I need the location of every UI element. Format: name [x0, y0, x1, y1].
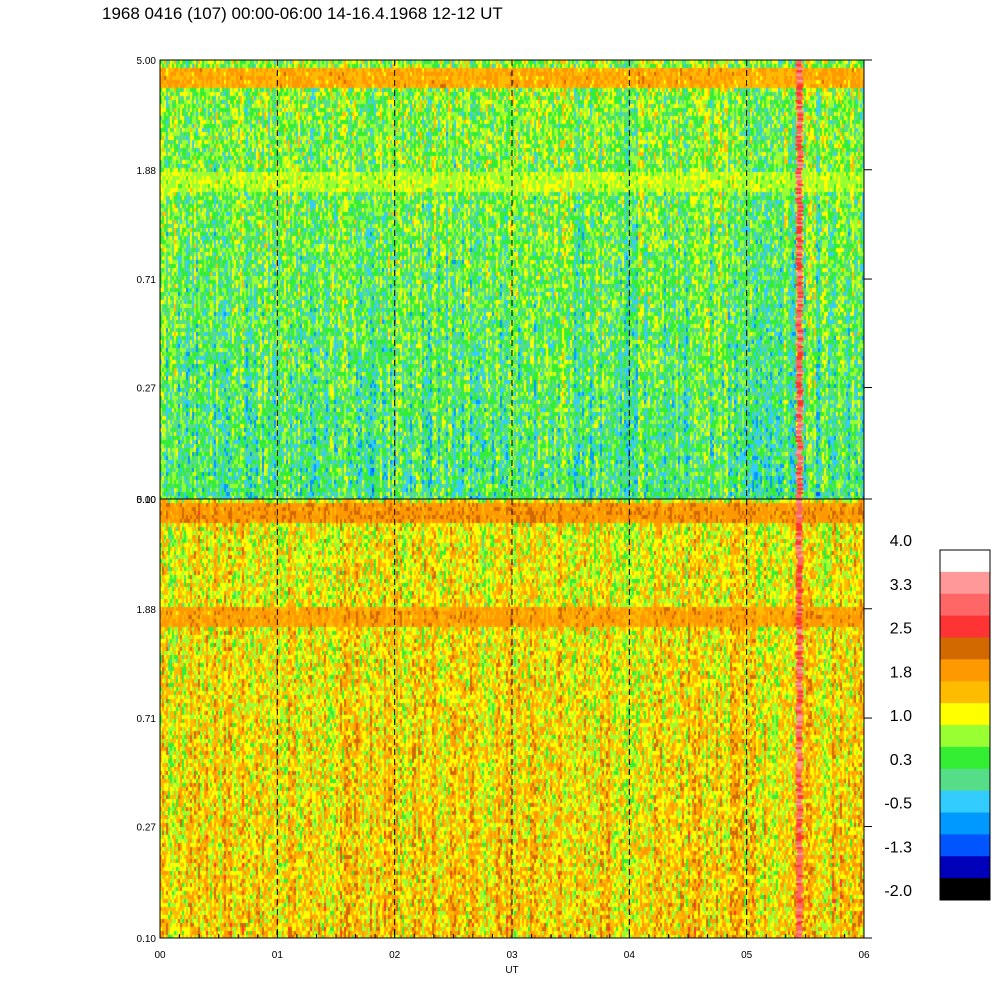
y-tick-label: 0.27: [137, 823, 157, 834]
colorbar-label: 3.3: [890, 577, 912, 594]
colorbar-swatch: [940, 812, 990, 835]
colorbar-swatch: [940, 878, 990, 901]
colorbar-swatch: [940, 593, 990, 617]
y-tick-label: 0.27: [137, 384, 157, 395]
colorbar-label: 1.8: [890, 664, 912, 681]
y-tick-label: 0.71: [137, 275, 157, 286]
colorbar-swatch: [940, 768, 990, 792]
y-tick-label: 1.88: [137, 605, 157, 616]
colorbar-label: 2.5: [890, 621, 912, 638]
x-tick-label: 01: [272, 950, 284, 961]
colorbar-swatch: [940, 637, 990, 660]
colorbar-swatch: [940, 856, 990, 879]
colorbar-swatch: [940, 615, 990, 638]
x-tick-label: 06: [858, 950, 870, 961]
x-tick-label: 05: [741, 950, 753, 961]
y-tick-label: 1.88: [137, 166, 157, 177]
y-tick-label: 0.10: [137, 934, 157, 945]
colorbar-label: 4.0: [890, 533, 912, 550]
x-axis-label: UT: [505, 965, 518, 976]
spectrogram-panel-1: 5.00 1.88 0.71 0.27 0.10: [137, 56, 872, 506]
colorbar-label: 1.0: [890, 708, 912, 725]
colorbar-label: -2.0: [884, 883, 912, 900]
colorbar-label: -0.5: [884, 796, 912, 813]
x-tick-label: 02: [389, 950, 401, 961]
y-tick-label: 5.00: [137, 495, 157, 506]
colorbar: 4.0 3.3 2.5 1.8 1.0 0.3 -0.5 -1.3 -2.0: [884, 533, 991, 901]
x-tick-label: 04: [624, 950, 636, 961]
colorbar-swatch: [940, 746, 990, 770]
colorbar-swatch: [940, 834, 990, 857]
colorbar-swatch: [940, 703, 990, 726]
y-tick-label: 0.71: [137, 714, 157, 725]
x-tick-label: 00: [154, 950, 166, 961]
page-title: 1968 0416 (107) 00:00-06:00 14-16.4.1968…: [102, 4, 503, 23]
colorbar-label: -1.3: [884, 839, 912, 856]
colorbar-swatch: [940, 550, 990, 573]
colorbar-swatch: [940, 681, 990, 704]
colorbar-swatch: [940, 725, 990, 748]
colorbar-swatch: [940, 790, 990, 813]
colorbar-frame: [939, 549, 991, 901]
colorbar-swatch: [940, 571, 990, 595]
colorbar-label: 0.3: [890, 752, 912, 769]
y-tick-label: 0.10: [137, 495, 157, 506]
y-tick-label: 5.00: [137, 56, 157, 67]
colorbar-swatch: [940, 659, 990, 682]
x-tick-label: 03: [506, 950, 518, 961]
spectrogram-panel-2: 5.00 1.88 0.71 0.27 0.10 00 01 02 03 04 05 06: [137, 495, 872, 961]
